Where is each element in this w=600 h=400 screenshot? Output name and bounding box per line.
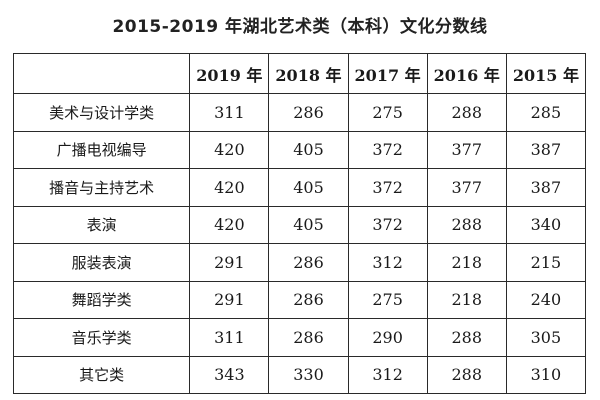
category-cell: 其它类: [12, 355, 191, 394]
year-header: 2017 年: [347, 53, 428, 94]
score-cell: 310: [505, 355, 587, 394]
score-cell: 286: [268, 243, 349, 282]
category-cell: 广播电视编导: [12, 130, 191, 169]
score-cell: 311: [189, 318, 270, 357]
category-cell: 美术与设计学类: [12, 93, 191, 132]
score-cell: 288: [426, 205, 507, 244]
score-cell: 290: [347, 318, 428, 357]
category-cell: 服装表演: [12, 243, 191, 282]
score-cell: 288: [426, 93, 507, 132]
year-header: 2016 年: [426, 53, 507, 94]
score-cell: 218: [426, 243, 507, 282]
score-cell: 218: [426, 280, 507, 319]
score-cell: 312: [347, 243, 428, 282]
score-cell: 372: [347, 205, 428, 244]
page-title: 2015-2019 年湖北艺术类（本科）文化分数线: [112, 17, 488, 37]
header-row: 2019 年 2018 年 2017 年 2016 年 2015 年: [12, 53, 587, 94]
score-cell: 215: [505, 243, 587, 282]
score-cell: 377: [426, 168, 507, 207]
score-cell: 286: [268, 93, 349, 132]
score-cell: 305: [505, 318, 587, 357]
score-cell: 286: [268, 318, 349, 357]
category-cell: 舞蹈学类: [12, 280, 191, 319]
score-cell: 372: [347, 130, 428, 169]
table-row: 播音与主持艺术 420 405 372 377 387: [12, 168, 587, 207]
table-row: 其它类 343 330 312 288 310: [12, 355, 587, 394]
corner-cell: [12, 53, 191, 94]
score-cell: 291: [189, 280, 270, 319]
score-cell: 405: [268, 130, 349, 169]
category-cell: 音乐学类: [12, 318, 191, 357]
score-cell: 286: [268, 280, 349, 319]
score-cell: 288: [426, 355, 507, 394]
score-cell: 405: [268, 168, 349, 207]
score-cell: 343: [189, 355, 270, 394]
score-cell: 285: [505, 93, 587, 132]
score-cell: 311: [189, 93, 270, 132]
category-cell: 表演: [12, 205, 191, 244]
score-cell: 420: [189, 205, 270, 244]
score-cell: 387: [505, 130, 587, 169]
score-cell: 420: [189, 168, 270, 207]
table-row: 音乐学类 311 286 290 288 305: [12, 318, 587, 357]
score-cell: 312: [347, 355, 428, 394]
score-cell: 291: [189, 243, 270, 282]
score-cell: 420: [189, 130, 270, 169]
year-header: 2018 年: [268, 53, 349, 94]
score-cell: 377: [426, 130, 507, 169]
table-row: 美术与设计学类 311 286 275 288 285: [12, 93, 587, 132]
score-cell: 275: [347, 280, 428, 319]
score-cell: 405: [268, 205, 349, 244]
table-row: 表演 420 405 372 288 340: [12, 205, 587, 244]
year-header: 2015 年: [505, 53, 587, 94]
score-cell: 387: [505, 168, 587, 207]
table-row: 广播电视编导 420 405 372 377 387: [12, 130, 587, 169]
score-cell: 240: [505, 280, 587, 319]
score-cell: 275: [347, 93, 428, 132]
score-cell: 330: [268, 355, 349, 394]
table-row: 服装表演 291 286 312 218 215: [12, 243, 587, 282]
score-table: 2019 年 2018 年 2017 年 2016 年 2015 年 美术与设计…: [12, 53, 587, 394]
table-row: 舞蹈学类 291 286 275 218 240: [12, 280, 587, 319]
year-header: 2019 年: [189, 53, 270, 94]
score-cell: 288: [426, 318, 507, 357]
category-cell: 播音与主持艺术: [12, 168, 191, 207]
score-cell: 340: [505, 205, 587, 244]
score-cell: 372: [347, 168, 428, 207]
